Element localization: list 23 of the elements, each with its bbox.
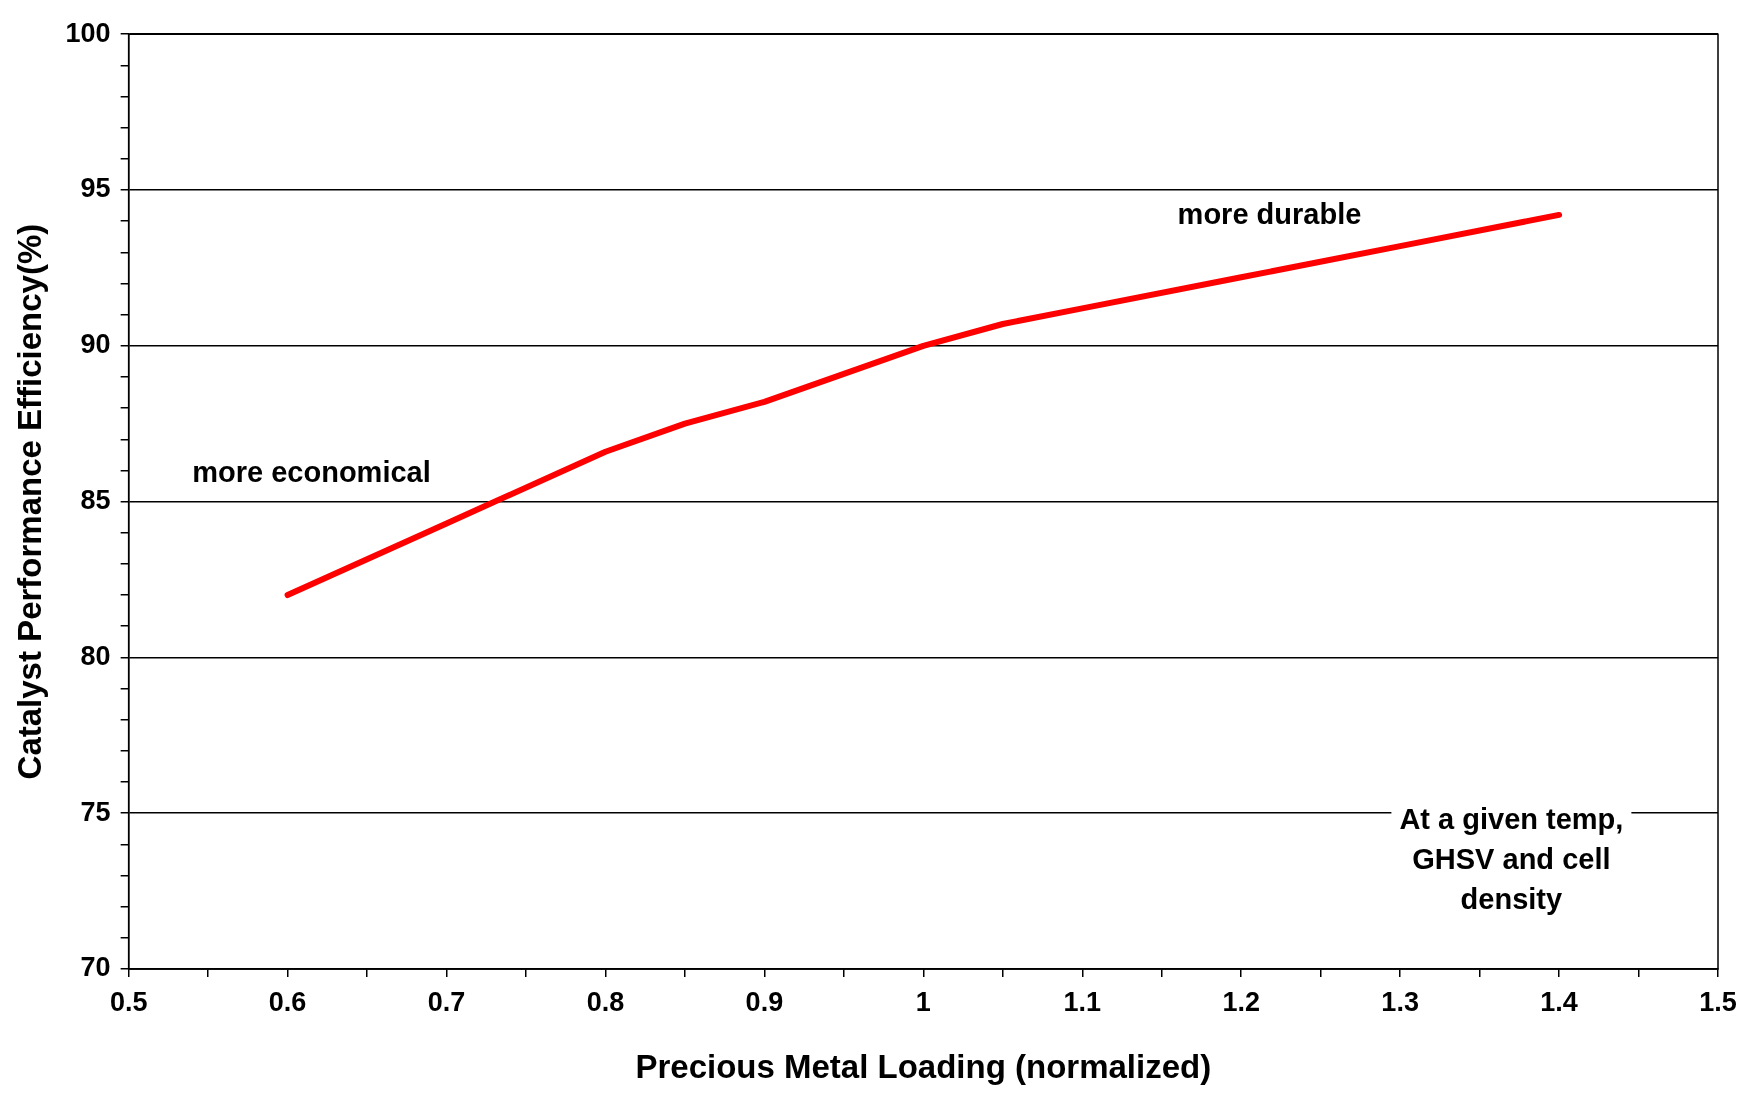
x-tick-label: 0.9 <box>745 986 784 1017</box>
y-tick-label: 70 <box>80 952 111 983</box>
y-tick-label: 85 <box>80 485 111 516</box>
x-axis-title: Precious Metal Loading (normalized) <box>635 1048 1212 1086</box>
x-tick-label: 0.6 <box>268 986 307 1017</box>
y-tick-label: 90 <box>80 329 111 360</box>
annotation: more economical <box>192 455 431 488</box>
y-tick-label: 80 <box>80 640 111 671</box>
x-tick-label: 1.1 <box>1063 986 1102 1017</box>
x-tick-label: 1.4 <box>1540 986 1578 1017</box>
x-tick-label: 0.7 <box>427 986 466 1017</box>
x-tick-label: 1 <box>915 986 931 1017</box>
x-tick-label: 1.5 <box>1699 986 1737 1017</box>
y-tick-label: 100 <box>65 17 111 48</box>
annotation: more durable <box>1177 198 1362 231</box>
y-tick-label: 75 <box>80 796 111 827</box>
x-tick-label: 1.3 <box>1381 986 1419 1017</box>
y-axis-title: Catalyst Performance Efficiency(%) <box>10 223 48 780</box>
x-tick-label: 0.8 <box>586 986 625 1017</box>
annotation: At a given temp, GHSV and cell density <box>1399 803 1624 916</box>
x-tick-label: 1.2 <box>1222 986 1260 1017</box>
y-tick-label: 95 <box>80 173 111 204</box>
x-tick-label: 0.5 <box>109 986 148 1017</box>
